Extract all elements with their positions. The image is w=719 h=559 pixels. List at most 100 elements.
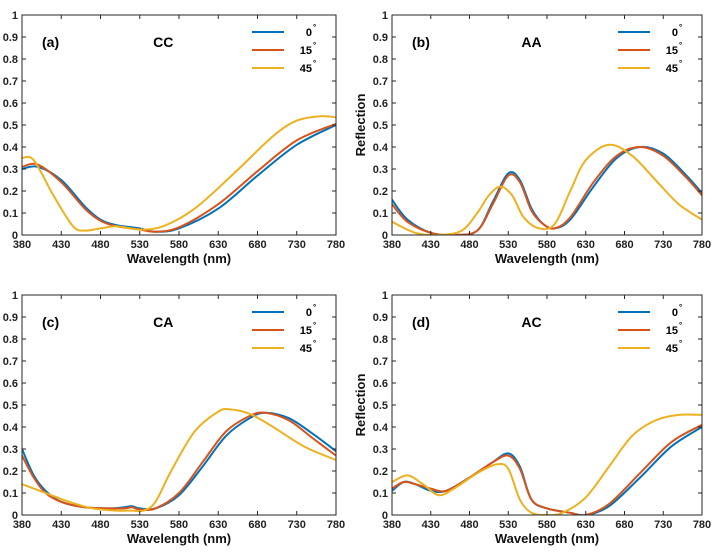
legend-label-45deg: 45 (666, 63, 678, 75)
y-tick-label: 1 (382, 290, 388, 302)
y-tick-label: 0.1 (373, 488, 388, 500)
panel-ac: 0 0.1 0.2 0.3 0.4 0.5 0.6 0.7 0.8 0.9 1 380 430 480 53… (353, 290, 711, 546)
y-tick-label: 0.7 (3, 76, 18, 88)
legend: 0 °15 °45 ° (252, 23, 316, 75)
series-line-45deg (392, 413, 702, 515)
x-tick-label: 780 (693, 519, 711, 531)
legend-label-0deg: 0 (306, 307, 312, 319)
legend-label-0deg: 0 (306, 27, 312, 39)
y-tick-label: 0.3 (373, 164, 388, 176)
y-tick-label: 0.8 (373, 54, 388, 66)
panel-title: AA (521, 34, 541, 50)
x-tick-label: 530 (499, 239, 517, 251)
panel-ca: 0 0.1 0.2 0.3 0.4 0.5 0.6 0.7 0.8 0.9 1 380 430 480 53… (3, 290, 345, 546)
legend-degree-sign: ° (313, 41, 316, 50)
y-tick-label: 0.4 (3, 142, 19, 154)
y-tick-label: 0 (382, 510, 388, 522)
y-tick-label: 0.1 (373, 208, 388, 220)
y-tick-label: 0.4 (373, 142, 389, 154)
x-tick-label: 630 (577, 239, 595, 251)
legend-degree-sign: ° (679, 23, 682, 32)
x-tick-label: 530 (499, 519, 517, 531)
x-tick-label: 380 (383, 519, 401, 531)
y-tick-label: 1 (12, 290, 18, 302)
series-lines (392, 413, 702, 515)
plot-area (392, 15, 702, 235)
x-tick-label: 780 (327, 239, 345, 251)
panel-label: (b) (412, 34, 430, 50)
y-tick-label: 0.9 (373, 312, 388, 324)
x-axis-label: Wavelength (nm) (127, 531, 231, 546)
x-tick-label: 580 (538, 239, 556, 251)
series-line-15deg (392, 146, 702, 235)
y-tick-label: 0.7 (373, 76, 388, 88)
legend-degree-sign: ° (313, 303, 316, 312)
x-tick-label: 580 (538, 519, 556, 531)
y-tick-label: 0.2 (3, 466, 18, 478)
y-tick-label: 0.8 (3, 54, 18, 66)
x-tick-label: 780 (693, 239, 711, 251)
y-tick-label: 0.5 (3, 400, 18, 412)
legend-degree-sign: ° (679, 41, 682, 50)
y-tick-label: 1 (382, 10, 388, 22)
y-tick-label: 0.2 (373, 186, 388, 198)
y-tick-label: 1 (12, 10, 18, 22)
y-tick-label: 0.9 (373, 32, 388, 44)
x-tick-label: 430 (422, 519, 440, 531)
x-tick-label: 480 (460, 519, 478, 531)
x-tick-label: 530 (131, 239, 149, 251)
y-tick-label: 0.4 (3, 422, 19, 434)
plot-area (392, 295, 702, 515)
legend-degree-sign: ° (313, 339, 316, 348)
x-axis-label: Wavelength (nm) (495, 531, 599, 546)
y-tick-label: 0.8 (3, 334, 18, 346)
panel-title: CC (153, 34, 173, 50)
x-tick-label: 380 (13, 519, 31, 531)
y-tick-label: 0.6 (373, 98, 388, 110)
y-tick-label: 0 (12, 510, 18, 522)
panel-title: AC (521, 314, 541, 330)
x-tick-label: 630 (209, 239, 227, 251)
x-tick-label: 430 (422, 239, 440, 251)
y-tick-label: 0.6 (3, 98, 18, 110)
y-tick-label: 0.5 (373, 400, 388, 412)
y-tick-label: 0.7 (373, 356, 388, 368)
y-axis-label: Reflection (353, 374, 368, 437)
legend: 0 °15 °45 ° (252, 303, 316, 355)
x-tick-label: 580 (170, 239, 188, 251)
panel-label: (a) (42, 34, 59, 50)
y-tick-label: 0.9 (3, 312, 18, 324)
x-tick-label: 480 (460, 239, 478, 251)
series-line-45deg (22, 115, 336, 232)
series-lines (22, 407, 336, 513)
x-axis-label: Wavelength (nm) (127, 251, 231, 266)
y-tick-label: 0.1 (3, 488, 18, 500)
y-tick-label: 0.6 (373, 378, 388, 390)
x-tick-label: 730 (288, 519, 306, 531)
legend: 0 °15 °45 ° (618, 23, 682, 75)
y-tick-label: 0 (382, 230, 388, 242)
plot-area (22, 295, 336, 515)
legend-degree-sign: ° (679, 321, 682, 330)
legend-label-45deg: 45 (666, 343, 678, 355)
x-tick-label: 630 (577, 519, 595, 531)
y-tick-label: 0.3 (3, 444, 18, 456)
y-tick-label: 0.9 (3, 32, 18, 44)
series-line-0deg (392, 426, 702, 515)
series-lines (22, 115, 336, 233)
legend-label-15deg: 15 (666, 325, 678, 337)
series-line-45deg (22, 407, 336, 513)
x-tick-label: 480 (91, 239, 109, 251)
y-tick-label: 0.5 (373, 120, 388, 132)
x-tick-label: 680 (248, 519, 266, 531)
x-tick-label: 530 (131, 519, 149, 531)
legend-label-45deg: 45 (300, 63, 312, 75)
y-tick-label: 0.8 (373, 334, 388, 346)
y-tick-label: 0.3 (3, 164, 18, 176)
legend-label-15deg: 15 (300, 325, 312, 337)
x-tick-label: 730 (654, 519, 672, 531)
x-tick-label: 680 (615, 519, 633, 531)
legend-label-15deg: 15 (666, 45, 678, 57)
legend-degree-sign: ° (679, 59, 682, 68)
